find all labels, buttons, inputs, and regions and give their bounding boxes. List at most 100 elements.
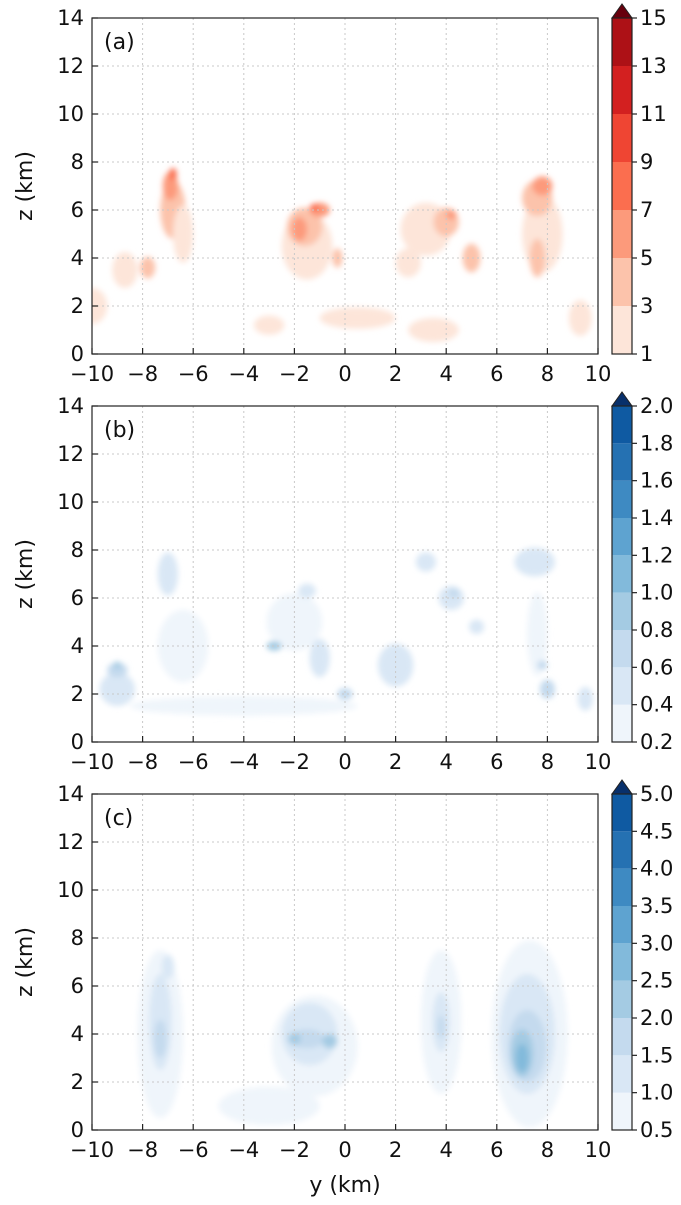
colorbar-tick-label: 1.6	[640, 469, 673, 493]
contour-blob	[218, 1086, 320, 1126]
contour-blob	[107, 662, 128, 678]
colorbar-tick-label: 3.0	[640, 931, 673, 955]
y-tick-label: 4	[71, 1022, 84, 1046]
contour-blob	[514, 547, 555, 577]
contour-blob	[537, 660, 548, 670]
y-tick-label: 12	[57, 54, 84, 78]
panel-b: −10 −8 −6 −4 −2 0 2 4 6 8 10 0 2 4 6 8 10 12 14 (b) z (km)…	[13, 391, 673, 774]
colorbar-segment	[612, 66, 632, 114]
x-tick-label: 10	[585, 1138, 612, 1162]
x-tick-label: 2	[389, 362, 402, 386]
colorbar-extend-arrow	[611, 779, 633, 795]
colorbar-segment	[612, 518, 632, 556]
x-tick-label: 6	[490, 1138, 503, 1162]
y-tick-label: 12	[57, 830, 84, 854]
contour-blob	[113, 661, 122, 669]
contour-blob	[298, 583, 316, 598]
y-tick-label: 0	[71, 342, 84, 366]
colorbar-segment	[612, 555, 632, 593]
colorbar-tick-label: 3.5	[640, 894, 673, 918]
contour-blob	[153, 1019, 167, 1058]
colorbar: 0.2 0.4 0.6 0.8 1.0 1.2 1.4 1.6 1.8 2.0	[611, 391, 673, 754]
contour-blob	[309, 638, 330, 678]
colorbar-segment	[612, 906, 632, 944]
axis-ticks: −10 −8 −6 −4 −2 0 2 4 6 8 10 0 2 4 6 8 10 12 14	[57, 394, 611, 774]
contour-blob	[288, 1032, 301, 1045]
colorbar-tick-label: 13	[640, 54, 667, 78]
panel-label: (b)	[104, 418, 135, 443]
x-tick-label: −2	[279, 750, 310, 774]
panel-label: (a)	[104, 30, 135, 55]
contour-blob	[92, 288, 108, 324]
colorbar-tick-label: 11	[640, 102, 667, 126]
colorbar-segment	[612, 162, 632, 210]
x-tick-label: −8	[127, 362, 158, 386]
y-tick-label: 0	[71, 1118, 84, 1142]
axis-ticks: −10 −8 −6 −4 −2 0 2 4 6 8 10 0 2 4 6 8 10 12 14	[57, 782, 611, 1162]
contour-blob	[437, 1014, 445, 1039]
colorbar-frame	[611, 17, 633, 355]
y-tick-label: 6	[71, 586, 84, 610]
x-tick-label: −2	[279, 362, 310, 386]
x-tick-label: 4	[440, 1138, 453, 1162]
colorbar-segment	[612, 980, 632, 1018]
contour-blob	[527, 592, 548, 676]
x-tick-label: 6	[490, 362, 503, 386]
x-tick-label: −6	[178, 750, 209, 774]
x-tick-label: 4	[440, 750, 453, 774]
contour-blob	[577, 686, 593, 711]
colorbar-tick-label: 0.5	[640, 1118, 673, 1142]
colorbar-segment	[612, 592, 632, 630]
x-tick-label: 4	[440, 362, 453, 386]
colorbar: 0.5 1.0 1.5 2.0 2.5 3.0 3.5 4.0 4.5 5.0	[611, 779, 673, 1142]
contour-blob	[172, 205, 194, 263]
contour-blob	[291, 217, 308, 242]
x-tick-label: 10	[585, 750, 612, 774]
contour-blob	[395, 248, 421, 278]
contour-blob	[309, 204, 320, 212]
contour-blob	[462, 243, 481, 273]
colorbar-segment	[612, 114, 632, 162]
colorbar-tick-label: 4.5	[640, 819, 673, 843]
colorbar-segment	[612, 258, 632, 306]
panel-label: (c)	[104, 806, 133, 831]
colorbar-tick-label: 2.0	[640, 1006, 673, 1030]
x-tick-label: 0	[338, 362, 351, 386]
colorbar-segment	[612, 443, 632, 481]
y-tick-label: 14	[57, 6, 84, 30]
contour-blob	[112, 252, 138, 288]
x-tick-label: −4	[228, 362, 259, 386]
panel-a: −10 −8 −6 −4 −2 0 2 4 6 8 10 0 2 4 6 8 10 12 14 (a) z (km)…	[13, 3, 667, 386]
x-tick-label: 0	[338, 750, 351, 774]
colorbar-tick-label: 1	[640, 342, 653, 366]
x-tick-label: −4	[228, 1138, 259, 1162]
colorbar-tick-label: 1.0	[640, 581, 673, 605]
y-tick-label: 6	[71, 974, 84, 998]
x-tick-label: −6	[178, 362, 209, 386]
colorbar-segment	[612, 1055, 632, 1093]
contour-blob	[157, 552, 179, 596]
x-axis-label: y (km)	[309, 1173, 380, 1198]
contour-blob	[568, 300, 592, 336]
colorbar-extend-arrow	[611, 3, 633, 19]
colorbar-segment	[612, 667, 632, 705]
colorbar-tick-label: 1.2	[640, 543, 673, 567]
colorbar-tick-label: 1.8	[640, 431, 673, 455]
colorbar-tick-label: 15	[640, 6, 667, 30]
y-tick-label: 0	[71, 730, 84, 754]
x-tick-label: −8	[127, 750, 158, 774]
colorbar-tick-label: 0.6	[640, 655, 673, 679]
colorbar-tick-label: 1.4	[640, 506, 673, 530]
contour-blob	[337, 688, 353, 700]
colorbar-tick-label: 7	[640, 198, 653, 222]
colorbar-tick-label: 3	[640, 294, 653, 318]
colorbar-segment	[612, 306, 632, 354]
colorbar-segment	[612, 831, 632, 869]
colorbar-tick-label: 0.4	[640, 693, 673, 717]
colorbar-segment	[612, 1018, 632, 1056]
y-tick-label: 14	[57, 782, 84, 806]
colorbar-segment	[612, 794, 632, 832]
colorbar-tick-label: 5	[640, 246, 653, 270]
x-tick-label: 6	[490, 750, 503, 774]
axis-ticks: −10 −8 −6 −4 −2 0 2 4 6 8 10 0 2 4 6 8 10 12 14	[57, 6, 611, 386]
